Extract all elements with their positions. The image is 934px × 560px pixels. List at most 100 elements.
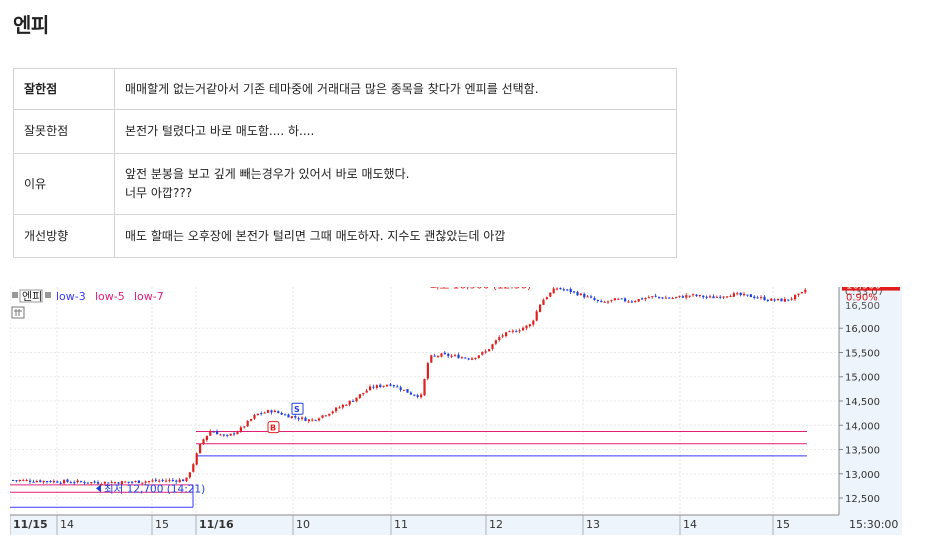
x-tick-label: 15:30:00 bbox=[849, 518, 898, 531]
candle-body bbox=[719, 296, 722, 298]
candle-body bbox=[369, 386, 372, 391]
candle-body bbox=[324, 415, 327, 417]
legend-item-low-5: low-5 bbox=[95, 290, 125, 303]
candle-body bbox=[365, 390, 368, 393]
candle-body bbox=[481, 352, 484, 355]
y-tick-label: 14,000 bbox=[845, 421, 880, 432]
candle-body bbox=[290, 416, 293, 419]
candle-body bbox=[375, 385, 378, 388]
candle-body bbox=[678, 295, 681, 297]
y-tick-label: 16,000 bbox=[845, 324, 880, 335]
candle-body bbox=[158, 480, 161, 482]
candle-body bbox=[284, 414, 287, 416]
candle-body bbox=[127, 481, 130, 483]
candle-body bbox=[505, 332, 508, 337]
candle-body bbox=[576, 292, 579, 296]
candle-body bbox=[709, 296, 712, 298]
candle-body bbox=[647, 297, 650, 299]
candle-body bbox=[226, 434, 229, 436]
candle-body bbox=[705, 296, 708, 298]
candle-body bbox=[219, 434, 222, 436]
candle-body bbox=[624, 298, 627, 302]
review-text-line: 본전가 털렸다고 바로 매도함.... 하.... bbox=[125, 124, 315, 138]
candle-body bbox=[770, 298, 773, 301]
y-tick-label: 15,500 bbox=[845, 348, 880, 359]
candle-body bbox=[634, 301, 637, 303]
candle-body bbox=[511, 330, 514, 332]
review-text-line: 너무 아깝??? bbox=[125, 186, 193, 200]
candle-body bbox=[243, 426, 246, 428]
candle-body bbox=[399, 387, 402, 390]
review-text: 매매할게 없는거같아서 기존 테마중에 거래대금 많은 종목을 찾다가 엔피를 … bbox=[114, 68, 677, 110]
candle-body bbox=[321, 415, 324, 418]
candle-body bbox=[491, 344, 494, 349]
candle-body bbox=[566, 289, 569, 291]
candle-body bbox=[216, 431, 219, 435]
candle-body bbox=[433, 355, 436, 357]
candle-body bbox=[233, 433, 236, 435]
candle-body bbox=[318, 418, 321, 421]
buy-marker-label: B bbox=[270, 424, 276, 433]
low-level-lines bbox=[10, 431, 807, 508]
candle-body bbox=[573, 291, 576, 293]
candle-body bbox=[297, 418, 300, 420]
candle-body bbox=[797, 293, 800, 296]
candle-body bbox=[658, 296, 661, 298]
price-chart[interactable]: 최고 16,900 (12:36) 최저 12,700 (14:21) B S 16,… bbox=[10, 287, 902, 535]
candle-body bbox=[702, 295, 705, 298]
candle-body bbox=[617, 298, 620, 300]
candle-body bbox=[83, 482, 86, 484]
candle-body bbox=[440, 353, 443, 357]
candle-body bbox=[739, 292, 742, 296]
candle-body bbox=[141, 482, 144, 484]
candle-body bbox=[600, 301, 603, 303]
x-axis-panel bbox=[10, 515, 839, 535]
y-tick-label: 16,500 bbox=[845, 301, 880, 312]
review-text-line: 매도 할때는 오후장에 본전가 털리면 그때 매도하자. 지수도 괜찮았는데 아… bbox=[125, 228, 506, 243]
candle-body bbox=[664, 297, 667, 299]
candle-body bbox=[783, 299, 786, 302]
candles-group bbox=[12, 287, 807, 486]
candle-body bbox=[202, 439, 205, 445]
candle-body bbox=[545, 297, 548, 300]
candle-body bbox=[661, 297, 664, 299]
candle-body bbox=[168, 479, 171, 481]
candle-body bbox=[562, 289, 565, 291]
candle-body bbox=[406, 389, 409, 393]
candle-body bbox=[267, 410, 270, 413]
candle-body bbox=[236, 431, 239, 435]
candle-body bbox=[86, 482, 89, 484]
candle-body bbox=[644, 298, 647, 300]
high-annotation: 최고 16,900 (12:36) bbox=[430, 287, 531, 292]
buy-marker bbox=[267, 421, 280, 434]
review-row: 이유 앞전 분봉을 보고 깊게 빼는경우가 있어서 바로 매도했다. 너무 아깝??… bbox=[13, 153, 677, 215]
chart-legend: 엔피 low-3 low-5 low-7 bbox=[11, 289, 164, 319]
candle-body bbox=[627, 301, 630, 303]
candle-body bbox=[579, 293, 582, 296]
candle-body bbox=[593, 298, 596, 301]
x-tick-label: 14 bbox=[683, 518, 697, 531]
review-label: 개선방향 bbox=[13, 214, 115, 258]
current-price-label: 16,900 bbox=[846, 287, 881, 292]
candle-body bbox=[722, 296, 725, 298]
y-tick-label: 12,500 bbox=[845, 494, 880, 505]
candle-body bbox=[107, 482, 110, 484]
legend-item-low-7: low-7 bbox=[134, 290, 164, 303]
candle-body bbox=[760, 297, 763, 299]
y-axis-panel bbox=[839, 287, 902, 535]
candle-body bbox=[688, 295, 691, 297]
candle-body bbox=[256, 413, 259, 416]
candle-body bbox=[80, 481, 83, 483]
candle-body bbox=[175, 480, 178, 482]
x-tick-label: 15 bbox=[776, 518, 790, 531]
candle-body bbox=[790, 298, 793, 300]
candle-body bbox=[185, 477, 188, 482]
candle-body bbox=[552, 288, 555, 294]
y-tick-label: 13,500 bbox=[845, 446, 880, 457]
candle-body bbox=[273, 410, 276, 413]
candle-body bbox=[304, 417, 307, 421]
candle-body bbox=[423, 378, 426, 396]
trade-review-table: 잘한점 매매할게 없는거같아서 기존 테마중에 거래대금 많은 종목을 찾다가 엔… bbox=[13, 68, 677, 258]
candle-body bbox=[154, 479, 157, 481]
y-axis: 16,000 15,500 15,000 14,500 14,000 13,500 13,0… bbox=[838, 287, 900, 515]
